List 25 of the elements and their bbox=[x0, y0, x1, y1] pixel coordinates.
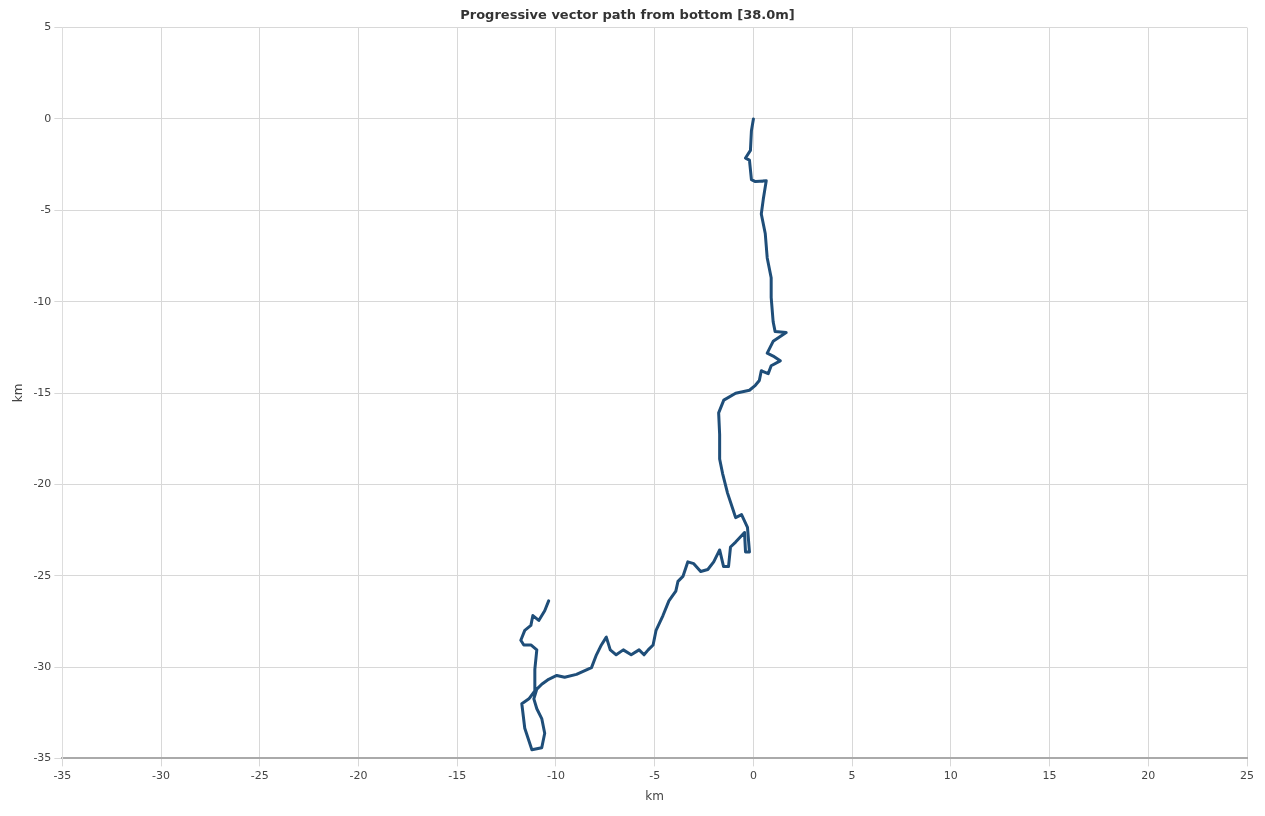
chart-title: Progressive vector path from bottom [38.0m] bbox=[460, 7, 795, 23]
y-tick-label: -20 bbox=[33, 477, 52, 491]
y-tick-label: -15 bbox=[33, 385, 52, 399]
y-tick-label: -35 bbox=[33, 751, 52, 765]
y-tick-label: -5 bbox=[40, 203, 52, 217]
y-axis-title: km bbox=[11, 383, 26, 403]
x-tick-label: -20 bbox=[349, 768, 368, 782]
x-tick-label: -35 bbox=[53, 768, 72, 782]
x-tick-label: -30 bbox=[152, 768, 171, 782]
x-tick-label: 20 bbox=[1141, 768, 1156, 782]
x-tick-label: 5 bbox=[848, 768, 856, 782]
y-tick-label: 5 bbox=[44, 20, 52, 34]
y-tick-label: 0 bbox=[44, 111, 52, 125]
x-tick-label: -15 bbox=[448, 768, 467, 782]
y-tick-label: -30 bbox=[33, 659, 52, 673]
x-tick-label: -25 bbox=[250, 768, 269, 782]
x-tick-label: 10 bbox=[943, 768, 958, 782]
y-tick-label: -10 bbox=[33, 294, 52, 308]
x-axis-title: km bbox=[645, 788, 664, 803]
x-tick-label: 0 bbox=[749, 768, 757, 782]
x-tick-label: 15 bbox=[1042, 768, 1057, 782]
x-tick-label: 25 bbox=[1240, 768, 1254, 782]
y-tick-label: -25 bbox=[33, 568, 52, 582]
x-tick-label: -5 bbox=[649, 768, 661, 782]
x-tick-label: -10 bbox=[546, 768, 565, 782]
